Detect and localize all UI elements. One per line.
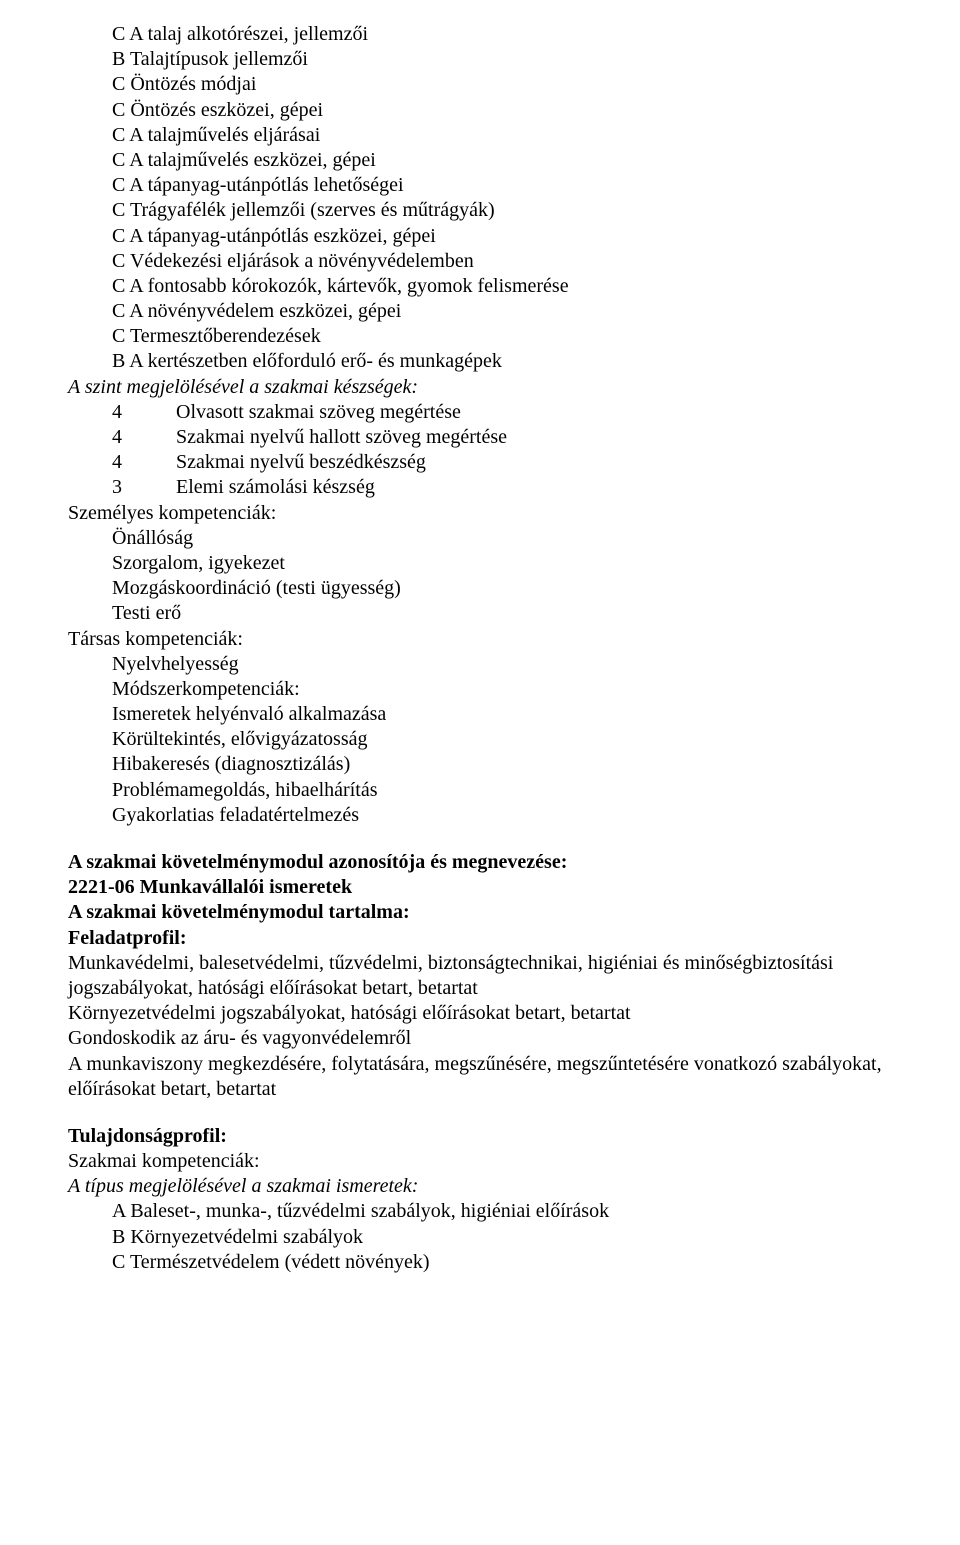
professional-competencies-header: Szakmai kompetenciák: xyxy=(68,1149,912,1174)
social-competency-item: Nyelvhelyesség xyxy=(68,652,912,677)
personal-competencies-header: Személyes kompetenciák: xyxy=(68,501,912,526)
knowledge-item: C Öntözés eszközei, gépei xyxy=(68,98,912,123)
social-competency-item: Ismeretek helyénvaló alkalmazása xyxy=(68,702,912,727)
knowledge-item: C Öntözés módjai xyxy=(68,72,912,97)
feature-profile-item: Munkavédelmi, balesetvédelmi, tűzvédelmi… xyxy=(68,951,912,1001)
knowledge-item: C A növényvédelem eszközei, gépei xyxy=(68,299,912,324)
skill-item: 4 Szakmai nyelvű hallott szöveg megértés… xyxy=(68,425,912,450)
property-profile-header: Tulajdonságprofil: xyxy=(68,1124,912,1149)
skill-item: 3Elemi számolási készség xyxy=(68,475,912,500)
module-id-header: A szakmai követelménymodul azonosítója é… xyxy=(68,850,912,875)
social-competency-item: Módszerkompetenciák: xyxy=(68,677,912,702)
knowledge-item: C A talajművelés eljárásai xyxy=(68,123,912,148)
feature-profile-item: Gondoskodik az áru- és vagyonvédelemről xyxy=(68,1026,912,1051)
personal-competency-item: Mozgáskoordináció (testi ügyesség) xyxy=(68,576,912,601)
knowledge-item: C Termesztőberendezések xyxy=(68,324,912,349)
skills-header: A szint megjelölésével a szakmai készség… xyxy=(68,375,912,400)
social-competencies-header: Társas kompetenciák: xyxy=(68,627,912,652)
skill-level: 4 xyxy=(112,400,176,425)
feature-profile-item: A munkaviszony megkezdésére, folytatásár… xyxy=(68,1052,912,1102)
feature-profile-header: Feladatprofil: xyxy=(68,926,912,951)
personal-competency-item: Önállóság xyxy=(68,526,912,551)
skill-text: Elemi számolási készség xyxy=(176,475,912,500)
knowledge-item: B Talajtípusok jellemzői xyxy=(68,47,912,72)
knowledge-type-item: A Baleset-, munka-, tűzvédelmi szabályok… xyxy=(68,1199,912,1224)
module-code-title: 2221-06 Munkavállalói ismeretek xyxy=(68,875,912,900)
knowledge-item: C A tápanyag-utánpótlás eszközei, gépei xyxy=(68,224,912,249)
social-competency-item: Körültekintés, elővigyázatosság xyxy=(68,727,912,752)
knowledge-type-item: B Környezetvédelmi szabályok xyxy=(68,1225,912,1250)
social-competency-item: Problémamegoldás, hibaelhárítás xyxy=(68,778,912,803)
social-competency-item: Hibakeresés (diagnosztizálás) xyxy=(68,752,912,777)
knowledge-type-header: A típus megjelölésével a szakmai ismeret… xyxy=(68,1174,912,1199)
skill-text: Szakmai nyelvű hallott szöveg megértése xyxy=(176,425,912,450)
knowledge-item: C Trágyafélék jellemzői (szerves és műtr… xyxy=(68,198,912,223)
knowledge-item: C A tápanyag-utánpótlás lehetőségei xyxy=(68,173,912,198)
personal-competency-item: Szorgalom, igyekezet xyxy=(68,551,912,576)
skill-text: Szakmai nyelvű beszédkészség xyxy=(176,450,912,475)
knowledge-item: C A fontosabb kórokozók, kártevők, gyomo… xyxy=(68,274,912,299)
skill-level: 4 xyxy=(112,450,176,475)
feature-profile-item: Környezetvédelmi jogszabályokat, hatóság… xyxy=(68,1001,912,1026)
skill-item: 4Olvasott szakmai szöveg megértése xyxy=(68,400,912,425)
knowledge-item: C A talaj alkotórészei, jellemzői xyxy=(68,22,912,47)
knowledge-item: C A talajművelés eszközei, gépei xyxy=(68,148,912,173)
knowledge-type-item: C Természetvédelem (védett növények) xyxy=(68,1250,912,1275)
module-content-header: A szakmai követelménymodul tartalma: xyxy=(68,900,912,925)
social-competency-item: Gyakorlatias feladatértelmezés xyxy=(68,803,912,828)
skill-level: 4 xyxy=(112,425,176,450)
knowledge-item: C Védekezési eljárások a növényvédelembe… xyxy=(68,249,912,274)
skill-item: 4Szakmai nyelvű beszédkészség xyxy=(68,450,912,475)
skill-level: 3 xyxy=(112,475,176,500)
skill-text: Olvasott szakmai szöveg megértése xyxy=(176,400,912,425)
personal-competency-item: Testi erő xyxy=(68,601,912,626)
knowledge-item: B A kertészetben előforduló erő- és munk… xyxy=(68,349,912,374)
